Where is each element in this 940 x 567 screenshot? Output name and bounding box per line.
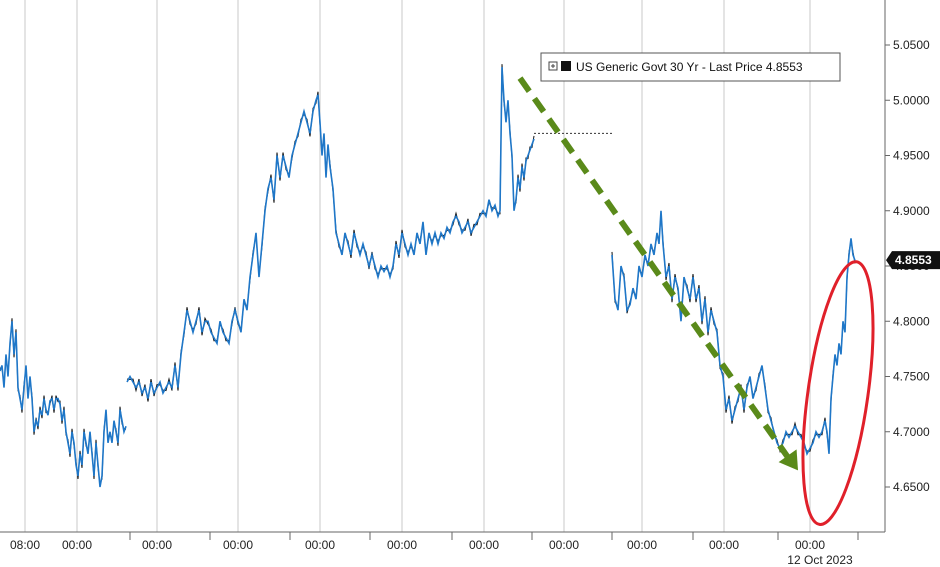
x-tick-label-5: 00:00	[387, 538, 417, 552]
legend: US Generic Govt 30 Yr - Last Price 4.855…	[540, 52, 841, 82]
y-tick-label-7: 5.0000	[893, 93, 930, 107]
x-axis: 08:00 00:00 00:00 00:00 00:00 00:00 00:00 00:00…	[0, 531, 885, 567]
y-tick-label-8: 5.0500	[893, 38, 930, 52]
highlight-ellipse	[801, 260, 875, 526]
x-tick-label-6: 00:00	[469, 538, 499, 552]
y-tick-label-5: 4.9000	[893, 204, 930, 218]
last-price-marker	[886, 251, 940, 270]
x-tick-label-10: 00:00	[795, 538, 825, 552]
last-price-label: 4.8553	[895, 253, 932, 267]
annotations	[517, 76, 875, 526]
x-tick-label-9: 00:00	[709, 538, 739, 552]
y-tick-label-1: 4.7000	[893, 425, 930, 439]
x-date-label: 12 Oct 2023	[787, 553, 853, 567]
x-tick-label-0: 08:00	[10, 538, 40, 552]
x-tick-label-2: 00:00	[142, 538, 172, 552]
legend-swatch	[561, 61, 571, 71]
x-tick-label-3: 00:00	[223, 538, 253, 552]
y-tick-label-0: 4.6500	[893, 480, 930, 494]
price-series	[0, 64, 856, 488]
series-line-0	[0, 321, 127, 488]
x-tick-label-4: 00:00	[305, 538, 335, 552]
series-line-shadow-1	[126, 64, 535, 402]
legend-label: US Generic Govt 30 Yr - Last Price 4.855…	[576, 60, 803, 74]
y-tick-label-2: 4.7500	[893, 370, 930, 384]
grid-lines	[24, 0, 859, 540]
trend-arrow-head	[778, 449, 798, 471]
series-line-shadow-0	[0, 318, 127, 485]
y-tick-label-6: 4.9500	[893, 149, 930, 163]
x-tick-label-7: 00:00	[549, 538, 579, 552]
y-axis: 4.65004.70004.75004.80004.85004.90004.95…	[884, 0, 940, 532]
trend-arrow-shaft	[517, 76, 791, 460]
legend-box	[540, 52, 841, 82]
x-tick-label-8: 00:00	[627, 538, 657, 552]
series-line-1	[126, 67, 535, 399]
y-tick-label-3: 4.8000	[893, 314, 930, 328]
x-tick-label-1: 00:00	[62, 538, 92, 552]
